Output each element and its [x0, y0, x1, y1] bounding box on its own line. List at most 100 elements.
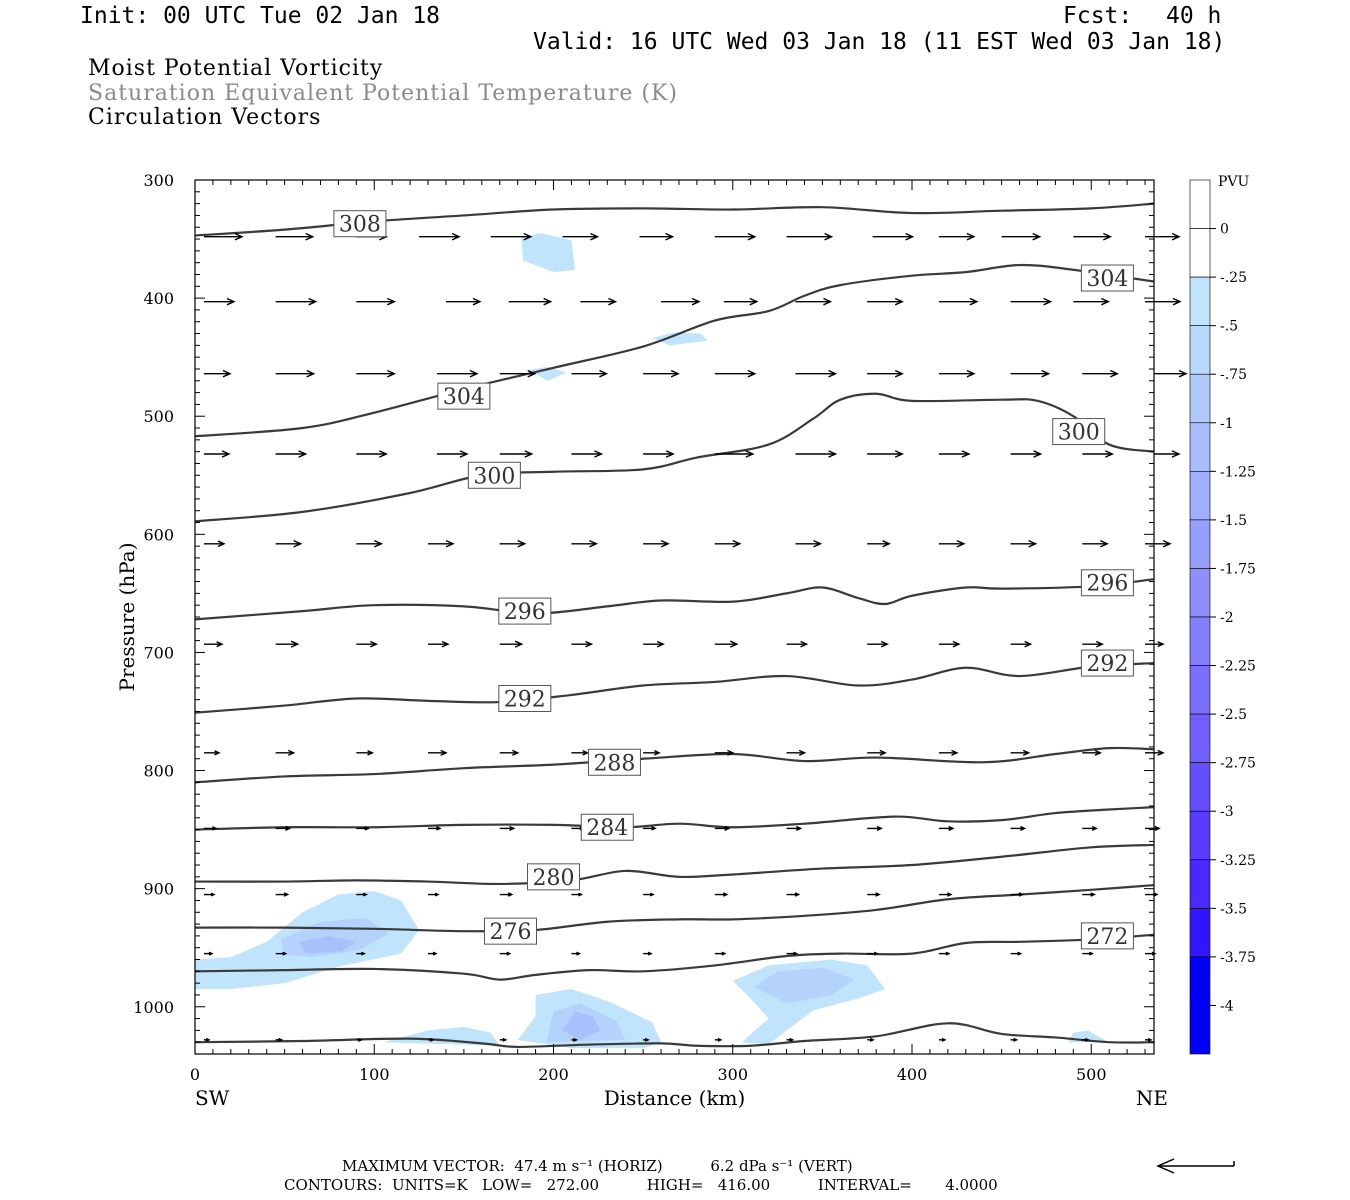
circulation-vector [356, 750, 375, 756]
circulation-vector [714, 951, 727, 956]
circulation-vector [499, 369, 537, 378]
circulation-vector [203, 369, 232, 378]
circulation-vector [795, 369, 838, 378]
circulation-vector [1010, 1037, 1019, 1042]
circulation-vector [786, 1037, 795, 1042]
colorbar-swatch [1189, 956, 1211, 1006]
circulation-vector [1082, 951, 1095, 956]
colorbar-swatch [1189, 908, 1211, 958]
circulation-vector [867, 749, 887, 756]
circulation-vector [938, 749, 959, 756]
circulation-vector [436, 450, 469, 458]
y-tick-label: 300 [143, 171, 174, 190]
circulation-vector [356, 892, 369, 897]
colorbar-swatch [1189, 810, 1211, 861]
circulation-vector [275, 825, 292, 831]
circulation-vector [1082, 749, 1103, 756]
circulation-vector [445, 297, 482, 306]
circulation-vector [867, 297, 904, 306]
colorbar-swatch [1189, 616, 1211, 666]
circulation-vector [203, 826, 218, 831]
circulation-vector [203, 450, 231, 458]
colorbar-unit: PVU [1218, 174, 1250, 190]
circulation-vector [1010, 539, 1038, 548]
circulation-vector [562, 232, 600, 241]
circulation-vector [1145, 1037, 1153, 1042]
circulation-vector [867, 892, 881, 897]
circulation-vector [714, 1037, 723, 1042]
contour-line-292 [194, 661, 1155, 714]
colorbar-label: -4 [1220, 998, 1234, 1014]
circulation-vector [643, 1037, 650, 1042]
circulation-vector [428, 749, 448, 756]
mpv-region [754, 967, 855, 1004]
y-tick-label: 1000 [133, 998, 174, 1017]
circulation-vector [275, 369, 316, 378]
circulation-vector [1082, 825, 1099, 831]
circulation-vector [714, 450, 755, 458]
contour-line-272 [194, 933, 1155, 981]
circulation-vector [499, 640, 524, 648]
colorbar-swatch [1189, 713, 1211, 763]
colorbar-label: -.25 [1220, 270, 1247, 286]
axes-layer: 300 400 500 600 700 800 900 1000 0 100 200 300 400 50… [115, 171, 1168, 1110]
y-tick-label: 800 [143, 762, 174, 781]
circulation-vector [571, 892, 584, 897]
contour-label-284: 284 [580, 813, 634, 841]
circulation-vector [1010, 749, 1031, 756]
cross-section-chart: 308 304 304 300 300 296 296 292 292 288 284 280 276 2… [115, 171, 1256, 1110]
x-tick-label: 300 [717, 1065, 748, 1084]
circulation-vector [571, 1037, 579, 1042]
x-tick-label: 500 [1076, 1065, 1107, 1084]
colorbar-label: -3.75 [1220, 950, 1256, 966]
mpv-region [652, 332, 708, 346]
x-axis-title: Distance (km) [604, 1086, 746, 1110]
colorbar-swatch [1189, 228, 1211, 278]
svg-text:284: 284 [586, 816, 628, 841]
colorbar-label: -.5 [1220, 319, 1238, 335]
circulation-vector [428, 951, 438, 956]
colorbar-swatch [1189, 179, 1211, 229]
colorbar-label: -2.5 [1220, 707, 1247, 723]
contour-label-292: 292 [1080, 649, 1134, 677]
circulation-vector [499, 1037, 508, 1042]
circulation-vector [1082, 640, 1105, 648]
circulation-vector [938, 297, 979, 306]
circulation-vector [499, 951, 512, 956]
y-tick-label: 500 [143, 407, 174, 426]
circulation-vector [1145, 825, 1161, 831]
circulation-vector [795, 539, 823, 548]
svg-text:276: 276 [489, 920, 531, 945]
circulation-vector [275, 749, 296, 756]
x-tick-label: 200 [538, 1065, 569, 1084]
circulation-vector [356, 297, 397, 306]
circulation-vector [643, 369, 680, 378]
title-theta-es: Saturation Equivalent Potential Temperat… [88, 81, 678, 106]
circulation-vector [714, 825, 731, 831]
circulation-vector [938, 539, 966, 548]
circulation-vector [938, 369, 976, 378]
svg-text:304: 304 [443, 385, 485, 410]
circulation-vector [1010, 369, 1051, 378]
circulation-vector [867, 1037, 875, 1042]
contour-label-280: 280 [527, 863, 581, 891]
mpv-region [383, 1026, 500, 1046]
circulation-vector [203, 641, 224, 648]
circulation-vector [571, 951, 582, 956]
circulation-vector [428, 826, 442, 831]
colorbar-swatch [1189, 519, 1211, 569]
circulation-vector [643, 892, 655, 897]
colorbar-swatch [1189, 373, 1211, 424]
circulation-vector [1082, 450, 1115, 458]
colorbar-label: 0 [1220, 222, 1229, 238]
circulation-vector [1154, 369, 1188, 378]
circulation-vector [1154, 450, 1181, 458]
colorbar: PVU 0 -.25 -.5 -.75 -1 -1.25 -1.5 -1.75 -2 -2.25 -2… [1189, 174, 1256, 1055]
circulation-vector [1145, 951, 1157, 956]
circulation-vector [786, 951, 799, 956]
circulation-vector [938, 951, 951, 956]
circulation-vector [1010, 640, 1033, 648]
contour-line-surface [194, 1022, 1155, 1049]
circulation-vector [1010, 825, 1027, 831]
circulation-vector [356, 450, 389, 458]
